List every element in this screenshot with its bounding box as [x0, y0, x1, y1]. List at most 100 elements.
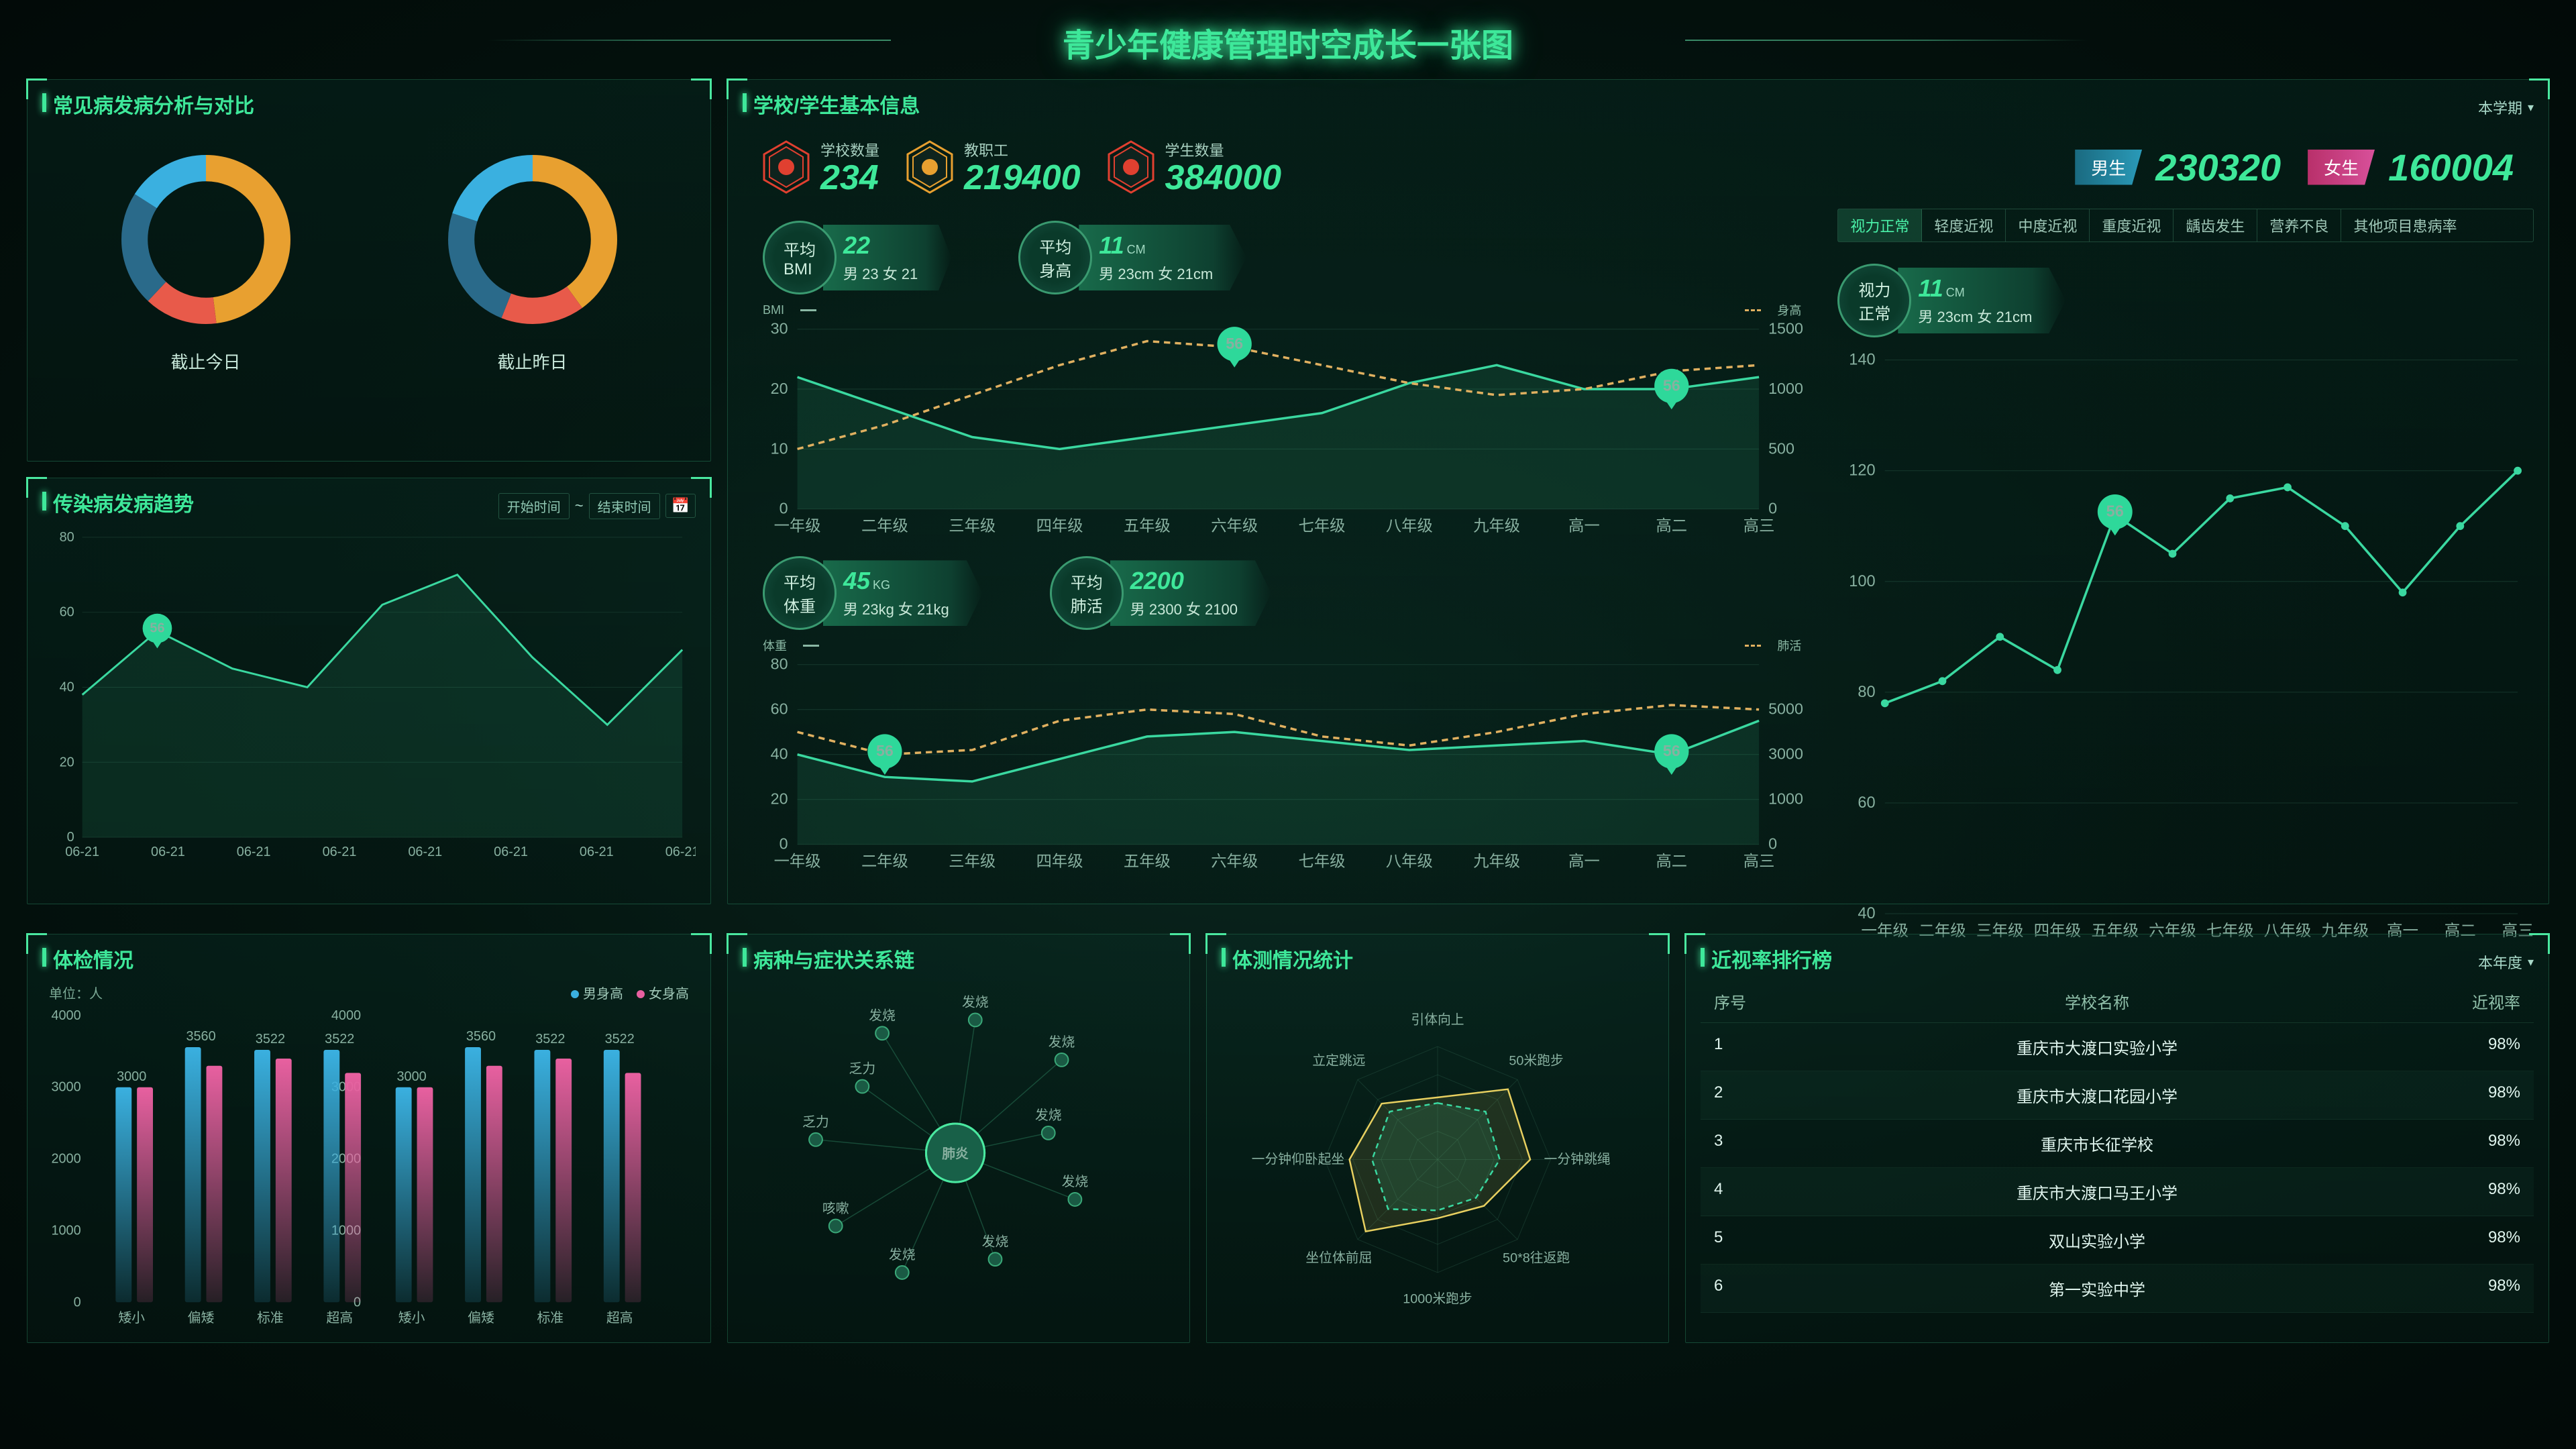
stat-block: 教职工219400 [906, 139, 1081, 195]
svg-text:五年级: 五年级 [1124, 517, 1171, 534]
svg-text:40: 40 [60, 680, 74, 694]
panel-disease-symptom: 病种与症状关系链 发烧发烧发烧发烧发烧发烧发烧咳嗽乏力乏力肺炎 [727, 934, 1190, 1343]
svg-text:06-21: 06-21 [665, 845, 696, 859]
svg-text:五年级: 五年级 [1124, 853, 1171, 870]
avg-metric: 视力正常 11CM 男 23cm 女 21cm [1837, 264, 2065, 337]
panel-title: 体测情况统计 [1222, 944, 1654, 973]
period-selector[interactable]: 本年度▾ [2478, 951, 2534, 973]
vision-tab[interactable]: 重度近视 [2090, 209, 2174, 241]
svg-text:140: 140 [1849, 351, 1876, 368]
svg-text:3522: 3522 [605, 1032, 635, 1046]
svg-text:八年级: 八年级 [1386, 517, 1433, 534]
svg-text:九年级: 九年级 [1473, 517, 1520, 534]
svg-text:1000: 1000 [1768, 380, 1803, 397]
vision-tab[interactable]: 轻度近视 [1922, 209, 2006, 241]
table-row[interactable]: 6第一实验中学98% [1701, 1265, 2534, 1313]
panel-myopia-rank: 近视率排行榜 本年度▾ 序号学校名称近视率1重庆市大渡口实验小学98%2重庆市大… [1685, 934, 2549, 1343]
panel-title: 传染病发病趋势 [42, 488, 194, 517]
svg-text:06-21: 06-21 [323, 845, 357, 859]
table-row[interactable]: 4重庆市大渡口马王小学98% [1701, 1168, 2534, 1216]
svg-text:超高: 超高 [326, 1311, 353, 1326]
svg-text:50米跑步: 50米跑步 [1509, 1053, 1563, 1068]
svg-text:一分钟跳绳: 一分钟跳绳 [1544, 1152, 1611, 1167]
vision-tab[interactable]: 视力正常 [1838, 209, 1922, 241]
table-row[interactable]: 5双山实验小学98% [1701, 1216, 2534, 1265]
svg-text:4000: 4000 [331, 1009, 361, 1023]
svg-text:六年级: 六年级 [1211, 517, 1258, 534]
end-date-input[interactable]: 结束时间 [589, 493, 660, 519]
gender-stat: 女生160004 [2308, 146, 2514, 189]
svg-text:三年级: 三年级 [949, 517, 996, 534]
gender-stat: 男生230320 [2075, 146, 2281, 189]
avg-metric: 平均体重 45KG 男 23kg 女 21kg [763, 556, 983, 630]
svg-text:四年级: 四年级 [1036, 853, 1083, 870]
svg-text:高三: 高三 [1743, 853, 1775, 870]
svg-text:40: 40 [771, 745, 788, 763]
panel-title: 病种与症状关系链 [743, 944, 1175, 973]
table-row[interactable]: 2重庆市大渡口花园小学98% [1701, 1071, 2534, 1120]
svg-text:0: 0 [780, 500, 788, 517]
svg-text:乏力: 乏力 [849, 1062, 876, 1077]
vision-tab[interactable]: 龋齿发生 [2174, 209, 2257, 241]
svg-text:20: 20 [771, 790, 788, 808]
calendar-icon[interactable]: 📅 [665, 494, 696, 518]
svg-text:56: 56 [2106, 502, 2124, 520]
svg-text:坐位体前屈: 坐位体前屈 [1305, 1251, 1372, 1266]
panel-infection-trend: 传染病发病趋势 开始时间 ~ 结束时间 📅 02040608006-2106-2… [27, 478, 711, 904]
donut-label: 截止今日 [112, 349, 300, 374]
donut-chart: 截止昨日 [439, 146, 627, 374]
svg-text:3000: 3000 [397, 1069, 427, 1084]
svg-text:50*8往返跑: 50*8往返跑 [1503, 1251, 1570, 1266]
svg-text:高一: 高一 [1568, 517, 1600, 534]
avg-metric: 平均肺活 2200 男 2300 女 2100 [1050, 556, 1271, 630]
start-date-input[interactable]: 开始时间 [498, 493, 570, 519]
svg-text:高一: 高一 [1568, 853, 1600, 870]
vision-tab[interactable]: 营养不良 [2257, 209, 2341, 241]
svg-text:发烧: 发烧 [1062, 1175, 1089, 1189]
panel-physical-exam: 体检情况 单位：人 男身高女身高 00100010002000200030003… [27, 934, 711, 1343]
svg-text:56: 56 [1663, 376, 1680, 394]
svg-text:2000: 2000 [51, 1152, 80, 1167]
svg-text:矮小: 矮小 [398, 1311, 425, 1326]
table-row[interactable]: 1重庆市大渡口实验小学98% [1701, 1023, 2534, 1071]
avg-metric: 平均BMI 22 男 23 女 21 [763, 221, 951, 294]
svg-text:80: 80 [60, 530, 74, 545]
svg-text:高三: 高三 [1743, 517, 1775, 534]
svg-text:60: 60 [60, 605, 74, 620]
svg-text:30: 30 [771, 321, 788, 337]
svg-text:1000米跑步: 1000米跑步 [1403, 1292, 1472, 1307]
svg-text:56: 56 [150, 621, 164, 636]
panel-school-info: 学校/学生基本信息 本学期▾ 学校数量234 教职工219400 学生数量384… [727, 79, 2549, 904]
svg-text:发烧: 发烧 [889, 1248, 916, 1263]
svg-text:3522: 3522 [535, 1032, 565, 1046]
svg-text:56: 56 [876, 742, 894, 759]
svg-text:0: 0 [67, 830, 74, 845]
svg-text:20: 20 [60, 755, 74, 769]
vision-tab[interactable]: 其他项目患病率 [2341, 209, 2469, 241]
page-title: 青少年健康管理时空成长一张图 [0, 0, 2576, 79]
panel-title: 近视率排行榜 [1701, 944, 1832, 973]
period-selector[interactable]: 本学期▾ [2478, 97, 2534, 118]
svg-text:3560: 3560 [186, 1029, 215, 1044]
svg-text:10: 10 [771, 439, 788, 457]
svg-text:0: 0 [74, 1295, 81, 1309]
vision-tab[interactable]: 中度近视 [2006, 209, 2090, 241]
vision-right-block: 视力正常轻度近视中度近视重度近视龋齿发生营养不良其他项目患病率 视力正常 11C… [1837, 209, 2534, 945]
svg-text:九年级: 九年级 [1473, 853, 1520, 870]
svg-text:06-21: 06-21 [237, 845, 271, 859]
panel-title: 学校/学生基本信息 [743, 89, 920, 119]
avg-metric: 平均身高 11CM 男 23cm 女 21cm [1018, 221, 1246, 294]
svg-text:乏力: 乏力 [802, 1115, 829, 1130]
vision-tabs: 视力正常轻度近视中度近视重度近视龋齿发生营养不良其他项目患病率 [1837, 209, 2534, 242]
table-row[interactable]: 3重庆市长征学校98% [1701, 1120, 2534, 1168]
svg-text:超高: 超高 [606, 1311, 633, 1326]
svg-text:06-21: 06-21 [408, 845, 442, 859]
svg-text:3522: 3522 [256, 1032, 285, 1046]
svg-text:一年级: 一年级 [774, 517, 821, 534]
svg-text:发烧: 发烧 [982, 1234, 1009, 1249]
svg-text:发烧: 发烧 [1035, 1108, 1062, 1123]
svg-text:二年级: 二年级 [861, 517, 908, 534]
svg-text:100: 100 [1849, 572, 1876, 590]
svg-text:0: 0 [780, 835, 788, 853]
svg-text:标准: 标准 [537, 1311, 564, 1326]
